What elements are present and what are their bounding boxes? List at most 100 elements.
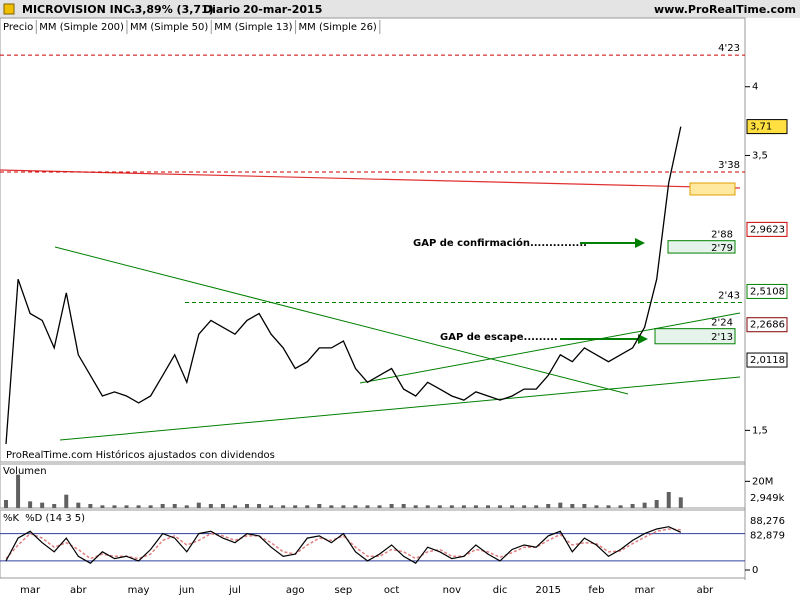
period: Diario bbox=[203, 3, 241, 16]
y-tick-label: 4 bbox=[752, 82, 758, 93]
volume-bar bbox=[88, 504, 93, 508]
volume-bar bbox=[594, 505, 599, 508]
gap-box bbox=[654, 328, 736, 345]
y-tick-label: 0 bbox=[752, 565, 758, 576]
volume-bar bbox=[425, 505, 430, 508]
volume-bar bbox=[461, 505, 466, 508]
volume-bar bbox=[570, 504, 575, 508]
volume-bar bbox=[220, 504, 225, 508]
price-tag bbox=[746, 119, 788, 135]
legend-entry: MM (Simple 200) bbox=[39, 22, 124, 33]
note: ProRealTime.com Históricos ajustados con… bbox=[6, 449, 275, 461]
volume-panel bbox=[0, 463, 746, 509]
trend-line bbox=[59, 376, 741, 441]
volume-bar bbox=[257, 504, 262, 508]
volume-bar bbox=[136, 505, 141, 508]
legend-entry: MM (Simple 50) bbox=[130, 22, 208, 33]
x-tick-label: abr bbox=[697, 585, 714, 596]
last-value: 88,276 bbox=[750, 516, 785, 527]
volume-bar bbox=[510, 505, 515, 508]
y-tick-label: 20M bbox=[752, 476, 773, 487]
legend-entry: MM (Simple 26) bbox=[299, 22, 377, 33]
volume-bar bbox=[293, 505, 298, 508]
level-label: 4'23 bbox=[718, 43, 740, 54]
volume-bar bbox=[630, 504, 635, 508]
x-tick-label: dic bbox=[493, 585, 508, 596]
gap-text: GAP de confirmación............... bbox=[413, 237, 587, 249]
legend-entry: %D (14 3 5) bbox=[25, 513, 85, 524]
y-tick-label: 1,5 bbox=[752, 425, 768, 436]
volume-bar bbox=[269, 505, 274, 508]
price-tag-label: 2,5108 bbox=[750, 286, 785, 297]
trend-line bbox=[0, 169, 741, 189]
x-tick-label: oct bbox=[384, 585, 400, 596]
volume-bar bbox=[317, 504, 322, 508]
volume-bar bbox=[353, 505, 358, 508]
arrow-head bbox=[635, 238, 645, 248]
trend-line bbox=[54, 246, 629, 395]
trend-line bbox=[359, 312, 741, 384]
volume-bar bbox=[473, 505, 478, 508]
arrow-head bbox=[638, 334, 648, 344]
panel-title: Volumen bbox=[3, 466, 47, 477]
volume-bar bbox=[160, 504, 165, 508]
volume-bar bbox=[377, 505, 382, 508]
volume-bar bbox=[606, 505, 611, 508]
volume-bar bbox=[64, 494, 69, 508]
volume-bar bbox=[208, 504, 213, 508]
x-tick-label: mar bbox=[20, 585, 41, 596]
series-line bbox=[5, 526, 682, 564]
legend-entry: %K bbox=[3, 513, 20, 524]
price-tag-label: 2,2686 bbox=[750, 320, 785, 331]
level-label: 2'43 bbox=[718, 291, 740, 302]
volume-bar bbox=[52, 504, 57, 508]
volume-bar bbox=[245, 504, 250, 508]
volume-bar bbox=[232, 505, 237, 508]
volume-bar bbox=[100, 505, 105, 508]
volume-bar bbox=[522, 505, 527, 508]
header-bar bbox=[0, 0, 800, 18]
volume-bar bbox=[112, 505, 117, 508]
price-tag-label: 3,71 bbox=[750, 122, 772, 133]
volume-bar bbox=[148, 505, 153, 508]
series-line bbox=[5, 528, 681, 560]
volume-bar bbox=[184, 505, 189, 508]
legend-entry: Precio bbox=[3, 22, 33, 33]
price-tag bbox=[746, 352, 788, 368]
icon bbox=[3, 3, 15, 15]
price-tag-label: 2,0118 bbox=[750, 355, 785, 366]
change: -3,89% (3,71) bbox=[130, 3, 214, 16]
price-panel bbox=[0, 17, 746, 463]
volume-bar bbox=[654, 500, 659, 508]
volume-bar bbox=[618, 505, 623, 508]
volume-bar bbox=[437, 505, 442, 508]
gap-box bbox=[667, 240, 736, 254]
volume-bar bbox=[76, 502, 81, 508]
x-tick-label: sep bbox=[335, 585, 353, 596]
last-value: 2,949k bbox=[750, 493, 785, 504]
volume-bar bbox=[365, 505, 370, 508]
gap-label: 2'79 bbox=[711, 243, 733, 254]
volume-bar bbox=[582, 504, 587, 508]
gap-label: 2'88 bbox=[711, 230, 733, 241]
gap-label: 2'24 bbox=[711, 318, 733, 329]
x-tick-label: 2015 bbox=[536, 585, 561, 596]
volume-bar bbox=[329, 505, 334, 508]
volume-bar bbox=[558, 502, 563, 508]
volume-bar bbox=[40, 502, 45, 508]
price-tag-label: 2,9623 bbox=[750, 224, 785, 235]
price-tag bbox=[746, 317, 788, 333]
volume-bar bbox=[642, 502, 647, 508]
x-tick-label: abr bbox=[70, 585, 87, 596]
volume-bar bbox=[389, 504, 394, 508]
volume-bar bbox=[196, 502, 201, 508]
price-tag bbox=[746, 221, 788, 237]
volume-bar bbox=[666, 492, 671, 508]
volume-bar bbox=[449, 505, 454, 508]
site: www.ProRealTime.com bbox=[654, 3, 796, 16]
gap-label: 2'13 bbox=[711, 332, 733, 343]
x-tick-label: ago bbox=[286, 585, 305, 596]
volume-bar bbox=[28, 501, 33, 508]
